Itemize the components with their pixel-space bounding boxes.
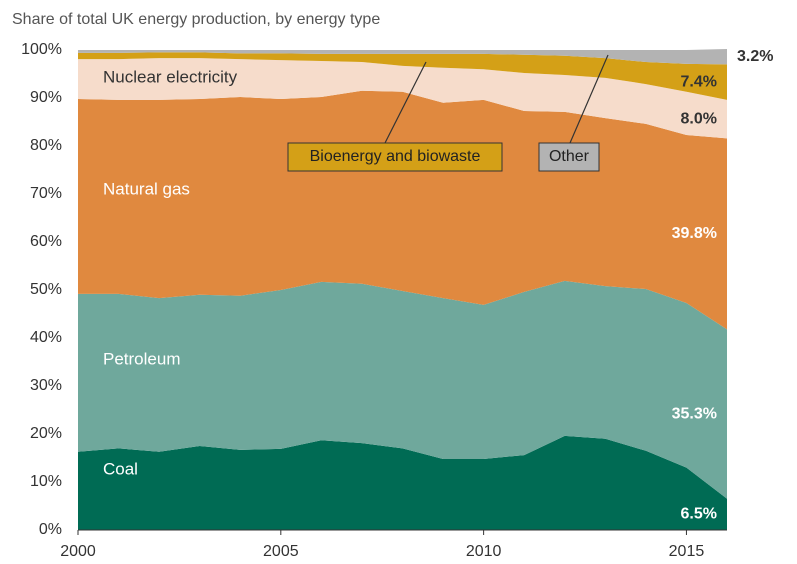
series-label: Natural gas [103,179,190,198]
area [78,49,727,65]
y-tick-label: 10% [30,473,62,490]
y-tick-label: 90% [30,89,62,106]
x-tick-label: 2005 [263,543,299,560]
label-box [538,142,600,172]
value-label: 35.3% [672,405,717,422]
series-label: Bioenergy and biowaste [310,148,481,165]
area [78,52,727,100]
x-tick-label: 2015 [669,543,705,560]
x-tick-label: 2000 [60,543,96,560]
leader-line [384,61,427,144]
y-tick-label: 70% [30,185,62,202]
leader-line [569,54,609,144]
y-tick-label: 40% [30,329,62,346]
chart-title: Share of total UK energy production, by … [12,11,380,28]
y-tick-label: 80% [30,137,62,154]
y-tick-label: 30% [30,377,62,394]
value-label: 39.8% [672,225,717,242]
series-label: Coal [103,459,138,478]
y-tick-label: 60% [30,233,62,250]
value-label: 3.2% [737,48,773,65]
y-tick-label: 20% [30,425,62,442]
series-label: Petroleum [103,349,180,368]
y-tick-label: 100% [21,41,62,58]
series-label: Other [549,148,590,165]
value-label: 6.5% [681,506,717,523]
area [78,58,727,139]
value-label: 7.4% [681,73,717,90]
label-box [287,142,503,172]
area [78,280,727,499]
value-label: 8.0% [681,110,717,127]
y-tick-label: 0% [39,521,62,538]
area [78,435,727,530]
series-label: Nuclear electricity [103,67,238,86]
x-tick-label: 2010 [466,543,502,560]
y-tick-label: 50% [30,281,62,298]
